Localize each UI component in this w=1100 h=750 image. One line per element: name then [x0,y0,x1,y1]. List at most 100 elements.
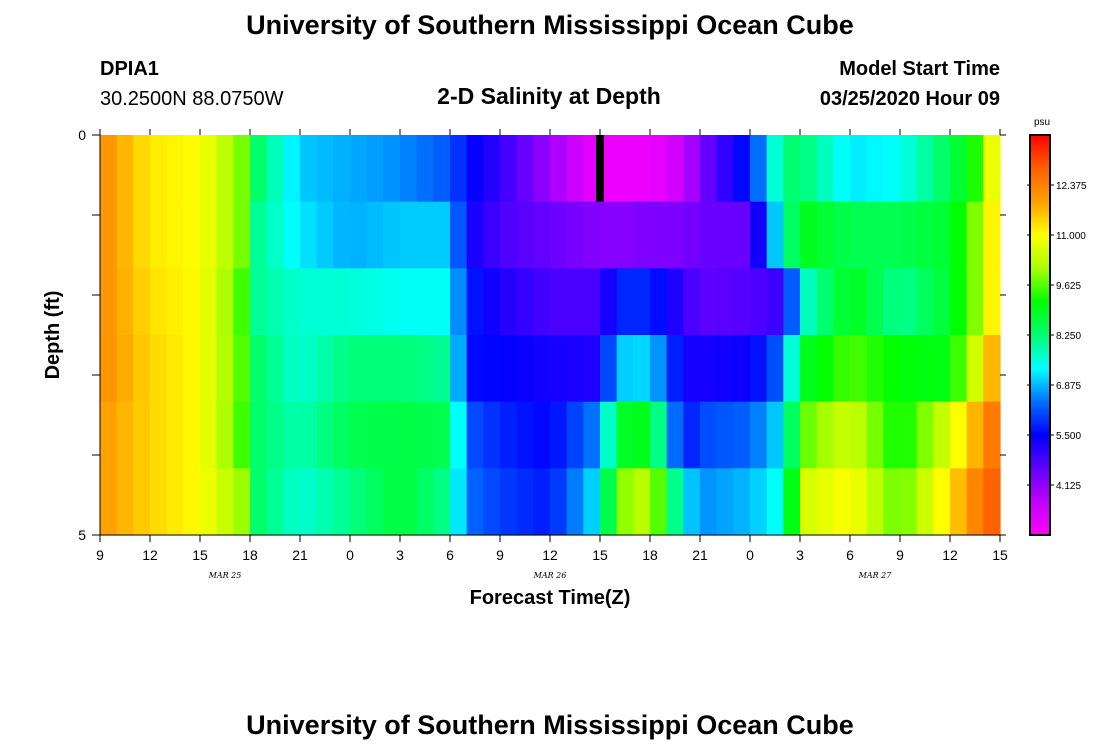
heatmap-cell [283,401,301,469]
heatmap-cell [433,201,451,269]
heatmap-cell [916,135,934,203]
heatmap-cell [200,268,218,336]
heatmap-cell [533,135,551,203]
heatmap-cell [566,201,584,269]
heatmap-cell [700,401,718,469]
heatmap-cell [633,201,651,269]
heatmap-cell [250,135,268,203]
heatmap-cell [500,335,518,403]
heatmap-cell [316,335,334,403]
heatmap-cell [483,135,501,203]
heatmap-cell [783,335,801,403]
colorbar: 4.125 5.500 6.875 8.250 9.625 11.000 12.375 [1027,134,1087,536]
heatmap-cell [366,468,384,536]
colorbar-tick-label: 6.875 [1056,381,1081,392]
x-tick-label: 21 [692,547,708,563]
heatmap-cell [550,135,568,203]
heatmap-cell [600,401,618,469]
heatmap-cell [166,268,184,336]
x-tick-label: 9 [896,547,904,563]
heatmap-cell [450,201,468,269]
heatmap-cell [583,401,601,469]
x-tick-label: 3 [796,547,804,563]
heatmap-cell [366,135,384,203]
heatmap-cell [316,268,334,336]
heatmap-cell [166,468,184,536]
heatmap-cell [116,335,134,403]
heatmap-cell [166,135,184,203]
heatmap-cell [100,401,118,469]
heatmap-cell [883,268,901,336]
heatmap-cell [116,201,134,269]
page-title-top: University of Southern Mississippi Ocean… [246,10,854,40]
heatmap-cell [733,468,751,536]
heatmap-cell [316,401,334,469]
heatmap-cell [433,468,451,536]
heatmap-cell [150,401,168,469]
heatmap-cell [166,201,184,269]
heatmap-cell [900,268,918,336]
chart-title: 2-D Salinity at Depth [437,83,661,109]
heatmap-cell [933,468,951,536]
heatmap-cell [683,135,701,203]
heatmap-cell [483,335,501,403]
heatmap-cell [383,268,401,336]
heatmap-cell [916,268,934,336]
heatmap-cell [266,201,284,269]
heatmap-cell [366,401,384,469]
heatmap-cell [433,401,451,469]
heatmap-cell [633,268,651,336]
heatmap-cell [633,401,651,469]
heatmap-cell [200,468,218,536]
heatmap-cell [733,268,751,336]
heatmap-cell [466,201,484,269]
heatmap-cell [483,268,501,336]
heatmap-cell [266,401,284,469]
heatmap-cell [966,201,984,269]
heatmap-cell [733,135,751,203]
heatmap-cell [516,335,534,403]
heatmap-cell [666,401,684,469]
heatmap-cell [866,201,884,269]
heatmap-cell [216,201,234,269]
heatmap-cell [216,268,234,336]
heatmap-cell [616,201,634,269]
x-tick-label: 6 [446,547,454,563]
heatmap-cell [183,468,201,536]
heatmap-cell [133,201,151,269]
x-tick-label: 0 [346,547,354,563]
heatmap-cell [333,335,351,403]
station-id: DPIA1 [100,58,159,80]
heatmap-cell [966,268,984,336]
heatmap-cell [666,201,684,269]
heatmap-cell [600,268,618,336]
heatmap-cell [316,135,334,203]
heatmap-cell [766,468,784,536]
heatmap-cell [533,268,551,336]
heatmap-cell [183,268,201,336]
heatmap-cell [950,401,968,469]
heatmap-cell [466,268,484,336]
heatmap-cell [916,401,934,469]
heatmap-cell [850,468,868,536]
heatmap-cell [700,268,718,336]
heatmap-cell [750,201,768,269]
heatmap-cell [350,201,368,269]
heatmap-cell [800,135,818,203]
heatmap-cell [383,468,401,536]
heatmap-cell [216,335,234,403]
heatmap-cell [550,401,568,469]
heatmap-cell [966,335,984,403]
date-labels: MAR 25 MAR 26 MAR 27 [208,571,893,580]
heatmap-cell [350,268,368,336]
heatmap-cell [466,468,484,536]
heatmap-cell [100,268,118,336]
x-axis-label: Forecast Time(Z) [470,587,631,609]
heatmap-cell [316,201,334,269]
heatmap-cell [200,335,218,403]
heatmap-cell [200,401,218,469]
heatmap-cell [550,268,568,336]
heatmap-cell [250,335,268,403]
heatmap-cell [833,268,851,336]
